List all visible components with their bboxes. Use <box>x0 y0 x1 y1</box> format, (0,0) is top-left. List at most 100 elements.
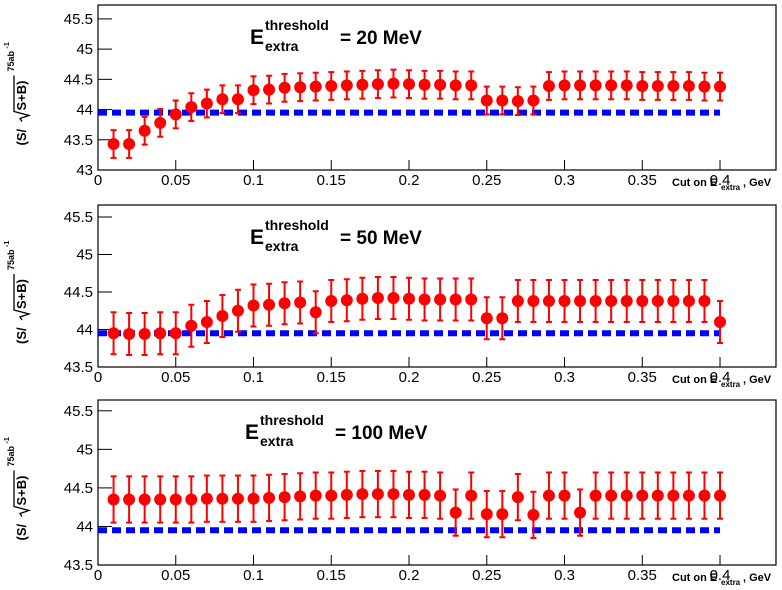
panel: 43 43.5 44 44.5 45 45.5 0 0.05 0.1 0.15 0.2 0.25 0.3… <box>4 4 777 192</box>
data-point <box>169 327 182 340</box>
y-label-text: (S/ <box>14 524 29 541</box>
data-point <box>247 299 260 312</box>
data-point <box>154 327 167 340</box>
data-point <box>620 79 633 92</box>
data-point <box>325 295 338 307</box>
panel: 43.5 44 44.5 45 45.5 0 0.05 0.1 0.15 0.2 0.25 0.3 0.… <box>4 399 777 587</box>
data-point <box>138 493 151 506</box>
x-tick-label: 0.4 <box>710 172 731 189</box>
x-tick-label: 0.25 <box>472 567 501 584</box>
data-point <box>340 488 353 501</box>
data-point <box>605 295 618 307</box>
data-point <box>527 508 540 521</box>
data-point <box>574 295 587 307</box>
data-point <box>278 81 291 94</box>
data-point <box>107 493 120 506</box>
data-point <box>123 138 136 151</box>
data-point <box>185 101 198 114</box>
data-point <box>200 97 213 110</box>
data-point <box>294 490 307 503</box>
data-point <box>698 295 711 307</box>
y-label-exponent: -1 <box>4 42 11 48</box>
data-point <box>247 492 260 505</box>
data-point <box>231 492 244 505</box>
data-point <box>542 295 555 307</box>
panel: 43.5 44 44.5 45 45.5 0 0.05 0.1 0.15 0.2 0.25 0.3 0.… <box>4 204 777 389</box>
data-point <box>651 489 664 502</box>
x-label-text: Cut on E <box>672 572 717 584</box>
x-label-text: Cut on E <box>672 374 717 386</box>
data-point <box>651 295 664 307</box>
data-point <box>651 79 664 92</box>
data-point <box>294 296 307 309</box>
data-point <box>403 292 416 305</box>
data-point <box>698 489 711 502</box>
data-point <box>278 297 291 310</box>
data-point <box>496 312 509 325</box>
data-point <box>558 295 571 307</box>
x-tick-label: 0.1 <box>243 369 264 386</box>
data-point <box>356 488 369 501</box>
y-axis-label: (S/S+B) 75ab -1 <box>4 437 32 541</box>
data-point <box>418 293 431 306</box>
data-point <box>465 79 478 92</box>
data-point <box>216 310 229 322</box>
data-point <box>263 491 276 504</box>
data-point <box>434 293 447 306</box>
radical-sign <box>13 75 32 122</box>
data-point <box>138 328 151 340</box>
data-point <box>605 489 618 502</box>
x-label-subscript: extra <box>721 183 741 192</box>
y-label-text: (S/ <box>14 129 29 146</box>
x-tick-label: 0.2 <box>399 567 420 584</box>
data-point <box>589 489 602 502</box>
data-point <box>714 80 727 93</box>
y-tick-label: 44.5 <box>64 284 93 301</box>
data-point <box>200 316 213 328</box>
data-point <box>107 327 120 340</box>
radical-sign <box>13 470 32 517</box>
plot-frame <box>97 204 777 368</box>
plot-frame <box>97 4 777 171</box>
data-point <box>356 78 369 91</box>
title-superscript: threshold <box>265 17 329 33</box>
y-tick-label: 45 <box>76 41 93 58</box>
title-text: = 20 MeV <box>340 28 422 49</box>
x-label-suffix: , GeV <box>743 572 772 584</box>
data-point <box>200 492 213 505</box>
data-point <box>247 84 260 97</box>
data-point <box>107 138 120 151</box>
data-point <box>216 93 229 106</box>
x-tick-label: 0.15 <box>317 172 346 189</box>
data-point <box>589 295 602 307</box>
x-tick-label: 0.25 <box>472 369 501 386</box>
y-label-radicand: S+B) <box>14 476 29 506</box>
y-label-text: (S/ <box>14 327 29 344</box>
x-tick-label: 0.35 <box>628 369 657 386</box>
x-tick-label: 0.4 <box>710 369 731 386</box>
data-point <box>325 489 338 502</box>
x-tick-label: 0.15 <box>317 567 346 584</box>
title-text: = 100 MeV <box>335 423 428 444</box>
data-point <box>714 316 727 328</box>
data-point <box>154 493 167 506</box>
x-tick-label: 0.2 <box>399 369 420 386</box>
data-point <box>620 295 633 307</box>
y-tick-label: 43.5 <box>64 359 93 376</box>
data-point <box>682 295 695 307</box>
data-point <box>667 79 680 92</box>
x-label-text: Cut on E <box>672 177 717 189</box>
data-point <box>263 83 276 96</box>
x-tick-label: 0.3 <box>554 567 575 584</box>
data-point <box>636 489 649 502</box>
data-point <box>403 78 416 91</box>
y-tick-label: 44 <box>76 322 93 339</box>
data-point <box>387 488 400 501</box>
data-point <box>574 506 587 519</box>
data-point <box>558 489 571 502</box>
data-point <box>294 81 307 94</box>
data-point <box>449 293 462 306</box>
data-point <box>371 78 384 91</box>
data-point <box>620 489 633 502</box>
data-point <box>231 93 244 106</box>
